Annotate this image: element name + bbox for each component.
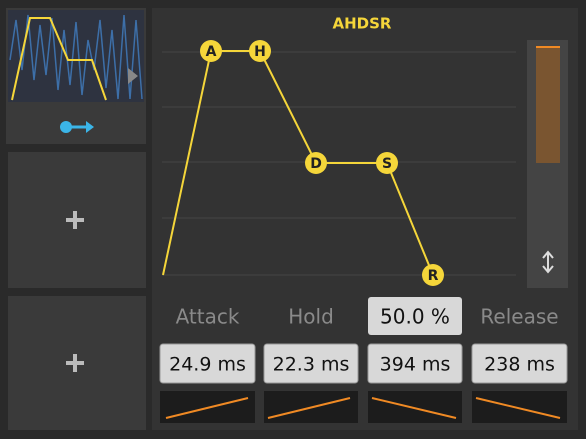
node-handle[interactable] xyxy=(422,264,444,286)
param-label: Attack xyxy=(176,305,240,329)
empty-slot[interactable] xyxy=(8,152,146,288)
param-value: 22.3 ms xyxy=(273,354,350,376)
curve-box[interactable] xyxy=(472,391,567,423)
curve-line xyxy=(371,397,457,419)
node-label: H xyxy=(254,44,266,60)
value-box[interactable] xyxy=(159,343,256,384)
panel-title: AHDSR xyxy=(333,15,392,33)
label-box[interactable] xyxy=(368,297,462,335)
curve-line xyxy=(475,397,561,419)
node-handle[interactable] xyxy=(376,152,398,174)
curve-line xyxy=(267,397,351,419)
node-label: R xyxy=(428,268,439,284)
param-value: 24.9 ms xyxy=(169,354,246,376)
value-box[interactable] xyxy=(471,343,568,384)
node-handle[interactable] xyxy=(249,40,271,62)
param-label: 50.0 % xyxy=(380,305,450,329)
grid xyxy=(162,51,516,276)
curve-line xyxy=(165,397,249,419)
envelope xyxy=(162,50,434,276)
node-label: S xyxy=(382,156,392,172)
value-box[interactable] xyxy=(367,343,463,384)
param-value: 394 ms xyxy=(380,354,451,376)
node-label: A xyxy=(206,44,217,60)
node-handle[interactable] xyxy=(200,40,222,62)
thumbnail[interactable] xyxy=(6,8,146,144)
empty-slot[interactable] xyxy=(8,296,146,430)
param-label: Release xyxy=(480,305,558,329)
curve-box[interactable] xyxy=(368,391,462,423)
node-label: D xyxy=(310,156,322,172)
param-label: Hold xyxy=(288,305,334,329)
param-value: 238 ms xyxy=(484,354,555,376)
node-handle[interactable] xyxy=(305,152,327,174)
level-meter[interactable] xyxy=(527,40,568,288)
value-box[interactable] xyxy=(263,343,359,384)
